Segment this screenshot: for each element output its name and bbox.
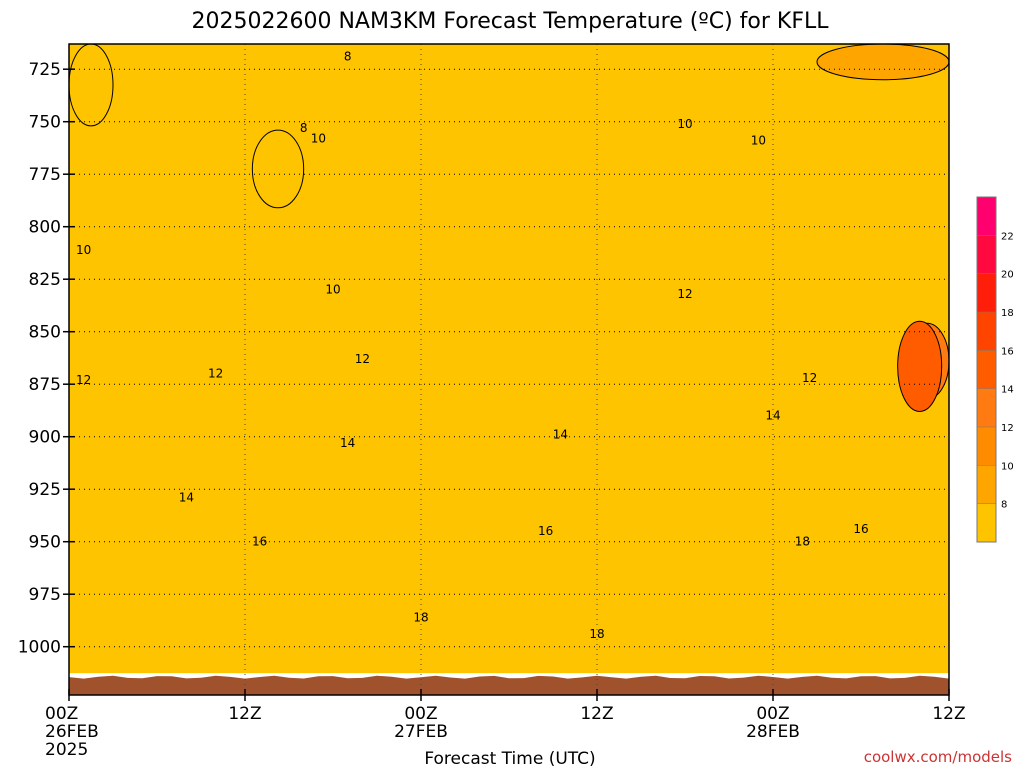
contour-label: 10 (677, 117, 692, 131)
plot-frame (68, 43, 950, 696)
x-tick-label: 12Z (932, 704, 965, 724)
y-tick-label: 775 (29, 165, 61, 185)
colorbar-swatch (977, 273, 996, 312)
colorbar-swatch (977, 197, 996, 236)
y-tick-label: 975 (29, 585, 61, 605)
contour-pocket-4 (897, 320, 943, 413)
contour-label: 10 (311, 132, 326, 146)
contour-label: 12 (208, 367, 223, 381)
colorbar-label: 18 (1001, 308, 1014, 319)
x-tick-label: 00Z (45, 704, 78, 724)
y-tick-label: 850 (29, 323, 61, 343)
axes: 725 750 775 800 825 850 875 900 925 950 975 1000 00Z… (18, 43, 966, 760)
colorbar-legend: 8 10 12 14 16 18 20 22 (976, 196, 1014, 543)
y-tick-label: 950 (29, 533, 61, 553)
contour-label: 14 (340, 436, 355, 450)
contour-label: 8 (344, 50, 352, 64)
colorbar-label: 10 (1001, 461, 1014, 472)
surface-ground (69, 675, 949, 695)
y-tick-label: 750 (29, 113, 61, 133)
contour-pocket-2 (816, 44, 949, 81)
contour-label: 18 (795, 535, 810, 549)
contour-pocket-0 (251, 129, 305, 209)
x-tick-label: 26FEB (45, 722, 99, 742)
chart-title: 2025022600 NAM3KM Forecast Temperature (… (191, 9, 829, 34)
contour-label: 8 (300, 121, 308, 135)
y-tick-label: 800 (29, 218, 61, 238)
surface-edge (69, 673, 949, 680)
contour-label: 12 (355, 352, 370, 366)
colorbar-label: 8 (1001, 500, 1007, 511)
contour-label: 18 (413, 610, 428, 624)
contour-label: 10 (76, 243, 91, 257)
x-tick-label: 28FEB (746, 722, 800, 742)
contour-label: 16 (853, 522, 868, 536)
colorbar-label: 20 (1001, 270, 1014, 281)
contour-label: 14 (553, 428, 568, 442)
colorbar-frame (976, 196, 997, 543)
y-tick-label: 1000 (18, 638, 61, 658)
colorbar-swatch (977, 465, 996, 504)
contour-label: 14 (179, 491, 194, 505)
colorbar-swatch (977, 235, 996, 274)
x-tick-label: 12Z (580, 704, 613, 724)
colorbar-label: 14 (1001, 385, 1014, 396)
colorbar-label: 22 (1001, 231, 1014, 242)
colorbar-label: 16 (1001, 346, 1014, 357)
y-tick-label: 900 (29, 428, 61, 448)
colorbar-swatch (977, 350, 996, 389)
x-tick-label: 2025 (45, 740, 88, 760)
contour-label: 10 (325, 283, 340, 297)
x-tick-label: 27FEB (394, 722, 448, 742)
plot-area (69, 44, 949, 695)
colorbar-swatch (977, 503, 996, 542)
colorbar-swatch (977, 427, 996, 466)
contour-label: 14 (765, 409, 780, 423)
x-tick-label: 12Z (228, 704, 261, 724)
credit-text[interactable]: coolwx.com/models (864, 748, 1012, 766)
contour-label: 10 (751, 134, 766, 148)
colorbar-label: 12 (1001, 423, 1014, 434)
contour-label: 12 (677, 287, 692, 301)
contour-label: 12 (76, 373, 91, 387)
y-tick-label: 725 (29, 60, 61, 80)
contour-label: 12 (802, 371, 817, 385)
temperature-band-8 (69, 44, 949, 695)
x-tick-label: 00Z (756, 704, 789, 724)
x-tick-label: 00Z (404, 704, 437, 724)
contour-label: 16 (538, 524, 553, 538)
contour-label: 18 (589, 627, 604, 641)
contour-label: 16 (252, 535, 267, 549)
y-tick-label: 925 (29, 480, 61, 500)
x-axis-label: Forecast Time (UTC) (424, 749, 595, 768)
y-tick-label: 875 (29, 375, 61, 395)
y-tick-label: 825 (29, 270, 61, 290)
colorbar-swatch (977, 388, 996, 427)
colorbar-swatch (977, 312, 996, 351)
contour-pocket-1 (69, 44, 114, 127)
